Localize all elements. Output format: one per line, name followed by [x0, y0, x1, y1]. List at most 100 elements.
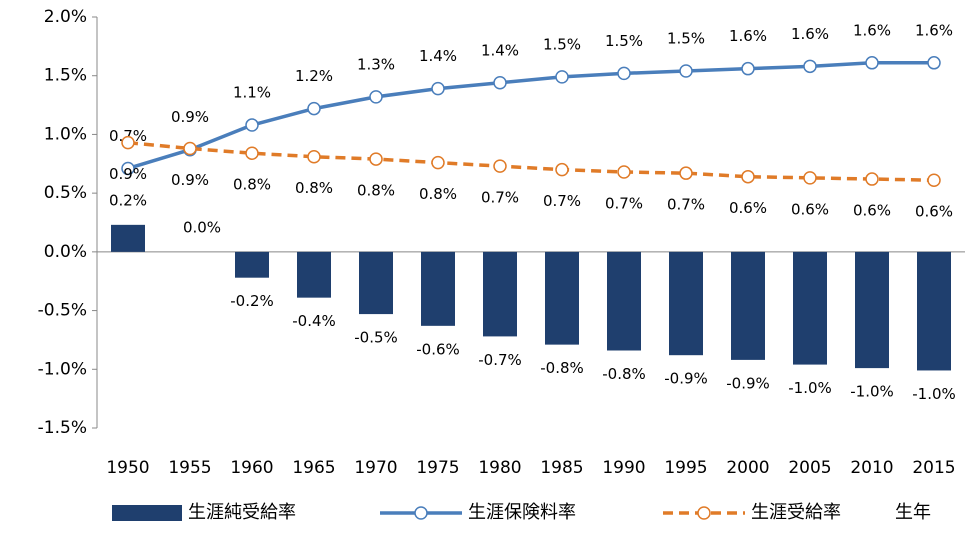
bar-label: -0.6% — [416, 340, 460, 358]
bar — [359, 251, 393, 315]
point-label: 1.1% — [233, 84, 271, 102]
point-label: 0.9% — [109, 165, 147, 183]
bar-label: -0.8% — [540, 359, 584, 377]
point-label: 1.4% — [419, 47, 457, 65]
marker — [555, 162, 569, 177]
bar — [297, 251, 331, 298]
point-label: 0.6% — [915, 203, 953, 221]
point-label: 0.6% — [729, 199, 767, 217]
bar — [855, 251, 889, 369]
point-label: 0.8% — [295, 179, 333, 197]
x-tick-label: 1965 — [292, 458, 335, 478]
point-label: 0.9% — [171, 171, 209, 189]
bar — [111, 224, 145, 252]
marker — [865, 172, 879, 186]
bar-label: -1.0% — [788, 379, 832, 397]
legend-swatch — [112, 505, 182, 521]
x-tick-label: 2010 — [850, 458, 893, 478]
point-label: 0.8% — [233, 176, 271, 194]
marker — [617, 66, 631, 81]
marker — [369, 90, 383, 104]
y-tick-label: -1.0% — [38, 359, 87, 379]
y-tick-label: 2.0% — [44, 7, 87, 27]
y-tick-label: 1.5% — [44, 66, 87, 86]
bar — [483, 251, 517, 337]
bar-label: -0.8% — [602, 365, 646, 383]
bar — [731, 251, 765, 360]
marker — [803, 171, 817, 185]
point-label: 1.5% — [543, 35, 581, 53]
marker — [741, 169, 755, 184]
y-tick-label: -1.5% — [38, 418, 87, 438]
marker — [369, 152, 383, 166]
bar-label: -0.2% — [230, 292, 274, 310]
x-tick-label: 2015 — [912, 458, 955, 478]
point-label: 0.9% — [171, 108, 209, 126]
marker — [245, 118, 259, 132]
x-tick-label: 1950 — [106, 458, 149, 478]
bar — [917, 251, 951, 371]
line — [127, 140, 935, 182]
x-tick-label: 1985 — [540, 458, 583, 478]
point-label: 0.7% — [667, 196, 705, 214]
bar — [793, 251, 827, 365]
marker — [927, 173, 941, 187]
legend-label: 生涯純受給率 — [188, 502, 296, 523]
bar-label: -0.9% — [726, 374, 770, 392]
legend-marker — [414, 506, 428, 520]
x-tick-label: 1980 — [478, 458, 521, 478]
marker — [431, 81, 445, 96]
marker — [803, 59, 817, 74]
point-label: 0.6% — [791, 200, 829, 218]
marker — [183, 141, 197, 156]
bar-label: -0.5% — [354, 329, 398, 347]
bar — [669, 251, 703, 356]
marker — [493, 76, 507, 90]
bar-label: 0.0% — [183, 218, 221, 236]
y-tick-label: 0.5% — [44, 183, 87, 203]
point-label: 1.4% — [481, 41, 519, 59]
marker — [617, 165, 631, 179]
legend-label: 生涯受給率 — [751, 502, 841, 523]
point-label: 1.5% — [667, 30, 705, 48]
y-tick-label: -0.5% — [38, 301, 87, 321]
marker — [927, 56, 941, 70]
point-label: 1.2% — [295, 67, 333, 85]
point-label: 0.7% — [481, 189, 519, 207]
marker — [679, 166, 693, 180]
line — [127, 61, 934, 171]
marker — [865, 56, 879, 70]
point-label: 0.7% — [543, 192, 581, 210]
legend-label: 生涯保険料率 — [468, 502, 576, 523]
x-tick-label: 1970 — [354, 458, 397, 478]
legend-marker — [697, 506, 711, 520]
point-label: 1.6% — [853, 21, 891, 39]
bar-label: -0.7% — [478, 351, 522, 369]
bar-label: 0.2% — [109, 191, 147, 209]
marker — [555, 70, 569, 84]
marker — [307, 149, 321, 164]
y-tick-label: 1.0% — [44, 124, 87, 144]
point-label: 0.7% — [605, 195, 643, 213]
point-label: 1.6% — [915, 21, 953, 39]
point-label: 0.6% — [853, 202, 891, 220]
marker — [245, 146, 259, 160]
bar — [235, 251, 269, 278]
bar-label: -1.0% — [912, 385, 956, 403]
x-tick-label: 2005 — [788, 458, 831, 478]
marker — [493, 159, 507, 173]
marker — [741, 61, 755, 76]
bar — [421, 251, 455, 326]
bar-label: -0.4% — [292, 312, 336, 330]
point-label: 1.3% — [357, 55, 395, 73]
x-tick-label: 2000 — [726, 458, 769, 478]
x-tick-label: 1955 — [168, 458, 211, 478]
x-tick-label: 1975 — [416, 458, 459, 478]
marker — [431, 155, 445, 170]
point-label: 1.6% — [729, 27, 767, 45]
bar — [607, 251, 641, 351]
marker — [121, 161, 135, 176]
x-tick-label: 1990 — [602, 458, 645, 478]
point-label: 1.6% — [791, 25, 829, 43]
marker — [121, 135, 135, 150]
